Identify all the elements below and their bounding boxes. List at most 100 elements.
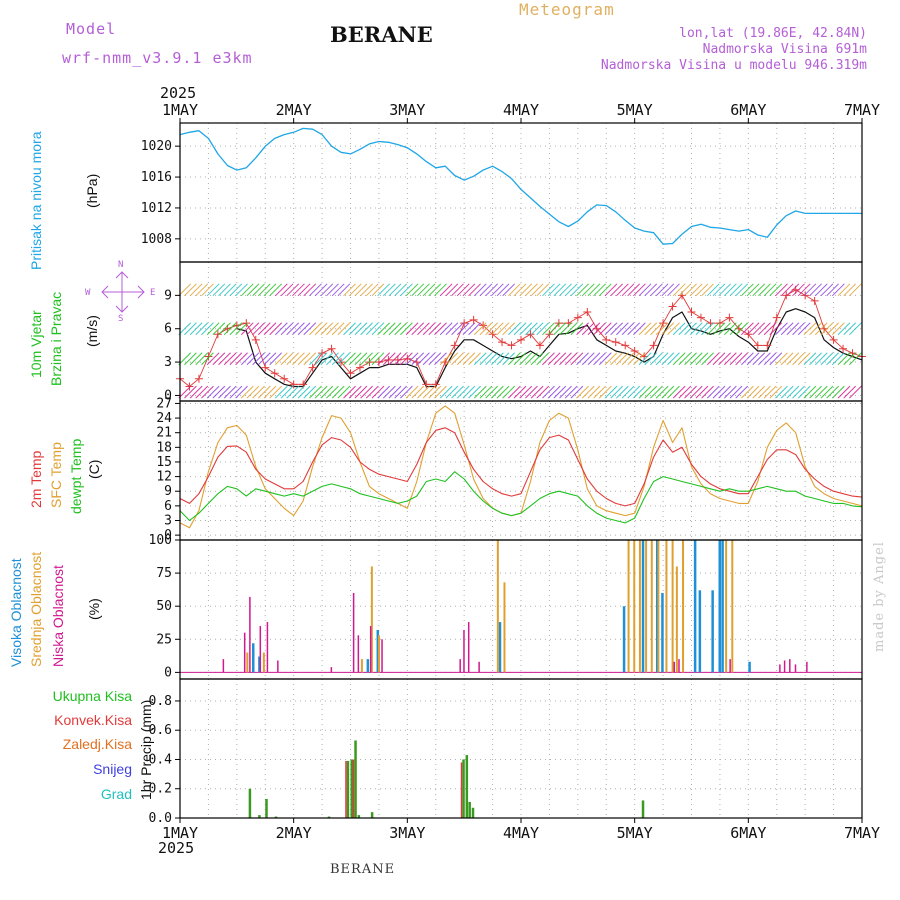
wind-barb (309, 322, 322, 336)
wind-compass: N S W E (80, 260, 160, 330)
wind-speed-marker (526, 330, 535, 339)
wind-barb (723, 322, 737, 336)
y-tick-label: 25 (156, 632, 172, 647)
wind-barb (411, 283, 425, 297)
wind-barb (615, 283, 629, 297)
wind-barb (473, 385, 487, 399)
wind-speed-marker (763, 341, 772, 350)
wind-barb (530, 322, 544, 336)
wind-barb (741, 352, 754, 366)
wind-barb (473, 352, 487, 366)
wind-barb (468, 283, 481, 297)
wind-speed-marker (696, 313, 705, 322)
wind-speed-marker (772, 313, 781, 322)
wind-barb (769, 283, 783, 297)
wind-barb (274, 322, 288, 336)
model-name: wrf-nmm_v3.9.1 e3km (62, 49, 253, 67)
cloud-bar (222, 659, 225, 673)
wind-speed-marker (280, 374, 289, 383)
precip-legend-hail: Grad (100, 786, 132, 802)
wind-barb (621, 322, 635, 336)
station-title: BERANE (330, 22, 433, 47)
wind-speed-marker (261, 363, 270, 372)
wind-barb (462, 322, 476, 336)
wind-barb (786, 385, 800, 399)
wind-barb (365, 385, 379, 399)
temp-2m-line (179, 427, 863, 507)
wind-barb (400, 385, 413, 399)
wind-barb (655, 322, 669, 336)
cloud-bar (357, 635, 360, 673)
y-tick-label: 75 (156, 566, 172, 581)
wind-speed-marker (498, 338, 507, 347)
wind-barb (559, 385, 572, 399)
y-tick-label: 24 (156, 411, 172, 426)
x-tick-label-top: 5MAY (617, 101, 653, 119)
cloud-bar (655, 540, 659, 673)
wind-speed-marker (450, 341, 459, 350)
cloud-bar (258, 656, 261, 673)
wind-barb (223, 352, 237, 366)
wind-barb (752, 385, 766, 399)
wind-barb (525, 283, 538, 297)
wind-barb (684, 283, 697, 297)
wind-barb (820, 322, 834, 336)
wind-barb (377, 352, 391, 366)
cloud-bar (360, 659, 363, 673)
wind-barb (638, 385, 652, 399)
wind-barb (689, 352, 703, 366)
wind-barb (394, 385, 408, 399)
wind-barb (729, 352, 743, 366)
wind-speed-marker (507, 341, 516, 350)
wind-barb (462, 385, 476, 399)
wind-barb (581, 385, 595, 399)
wind-barb (564, 322, 578, 336)
precip-bar (357, 815, 361, 818)
wind-barb (263, 385, 277, 399)
wind-barb (809, 283, 822, 297)
wind-barb (263, 352, 277, 366)
wind-barb (456, 352, 470, 366)
wind-barb (309, 385, 322, 399)
wind-barb (837, 385, 851, 399)
wind-speed-marker (753, 341, 762, 350)
wind-barb (837, 352, 851, 366)
wind-speed-marker (185, 382, 194, 391)
precip-bar (354, 740, 357, 818)
wind-barb (542, 385, 555, 399)
wind-barb (610, 385, 624, 399)
wind-barb (292, 322, 305, 336)
wind-barb (422, 322, 436, 336)
wind-barb (746, 283, 760, 297)
wind-barb (360, 322, 373, 336)
wind-barb (644, 385, 658, 399)
wind-barb (218, 283, 231, 297)
pressure-line (179, 127, 862, 245)
cloud-bar (496, 540, 499, 673)
wind-barb (240, 385, 254, 399)
wind-barb (309, 352, 322, 366)
wind-barb (814, 283, 828, 297)
wind-barb (667, 283, 680, 297)
x-tick-label-top: 7MAY (844, 101, 880, 119)
precip-legend-frozen: Zaledj.Kisa (62, 736, 132, 752)
wind-barb (382, 352, 396, 366)
wind-barb (610, 283, 624, 297)
wind-barb (388, 385, 402, 399)
wind-barb (371, 322, 385, 336)
wind-barb (752, 322, 766, 336)
wind-barb (598, 385, 612, 399)
wind-barb (252, 352, 265, 366)
wind-speed-marker (355, 363, 364, 372)
wind-barb (593, 385, 606, 399)
wind-barb (826, 283, 839, 297)
wind-barb (257, 352, 271, 366)
wind-speed-marker (554, 319, 563, 328)
y-tick-label: 27 (156, 396, 172, 411)
wind-barb (672, 352, 686, 366)
compass-cross-icon (101, 271, 145, 313)
wind-barb (525, 385, 538, 399)
wind-barb (758, 283, 771, 297)
wind-barb (775, 352, 788, 366)
cloud-bar (366, 659, 370, 673)
